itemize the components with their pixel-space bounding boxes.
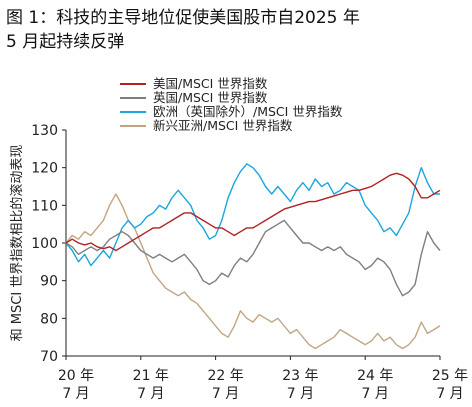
y-tick-label: 110 xyxy=(31,198,58,214)
x-tick-label-year: 20 年 xyxy=(58,368,94,384)
series-line-0 xyxy=(65,172,441,252)
x-tick-label-year: 22 年 xyxy=(207,368,243,384)
legend-label-0: 美国/MSCI 世界指数 xyxy=(153,76,268,91)
title-line-1: 图 1：科技的主导地位促使美国股市自2025 年 xyxy=(6,8,360,28)
x-tick-label-month: 7 月 xyxy=(137,386,164,402)
x-tick-label-year: 23 年 xyxy=(282,368,318,384)
legend-label-1: 英国/MSCI 世界指数 xyxy=(153,90,268,105)
chart-title: 图 1：科技的主导地位促使美国股市自2025 年 5 月起持续反弹 xyxy=(6,6,466,54)
legend-label-3: 新兴亚洲/MSCI 世界指数 xyxy=(153,118,293,133)
y-tick-label: 70 xyxy=(40,349,58,365)
series-line-3 xyxy=(65,193,441,350)
y-tick-label: 130 xyxy=(31,123,58,139)
y-tick-label: 80 xyxy=(40,311,58,327)
series-line-1 xyxy=(65,219,441,297)
y-tick-label: 120 xyxy=(31,161,58,177)
x-tick-label-year: 24 年 xyxy=(357,368,393,384)
x-tick-label-month: 7 月 xyxy=(287,386,314,402)
series-line-2 xyxy=(65,163,440,267)
y-tick-label: 90 xyxy=(40,274,58,290)
title-line-2: 5 月起持续反弹 xyxy=(6,32,125,52)
x-tick-label-month: 7 月 xyxy=(436,386,463,402)
x-tick-label-year: 21 年 xyxy=(133,368,169,384)
x-tick-label-month: 7 月 xyxy=(62,386,89,402)
y-axis-label: 和 MSCI 世界指数相比的滚动表现 xyxy=(9,145,25,342)
x-tick-label-month: 7 月 xyxy=(212,386,239,402)
y-tick-label: 100 xyxy=(31,236,58,252)
legend-label-2: 欧洲（英国除外）/MSCI 世界指数 xyxy=(153,104,343,119)
x-tick-label-month: 7 月 xyxy=(362,386,389,402)
x-tick-label-year: 25 年 xyxy=(432,368,468,384)
